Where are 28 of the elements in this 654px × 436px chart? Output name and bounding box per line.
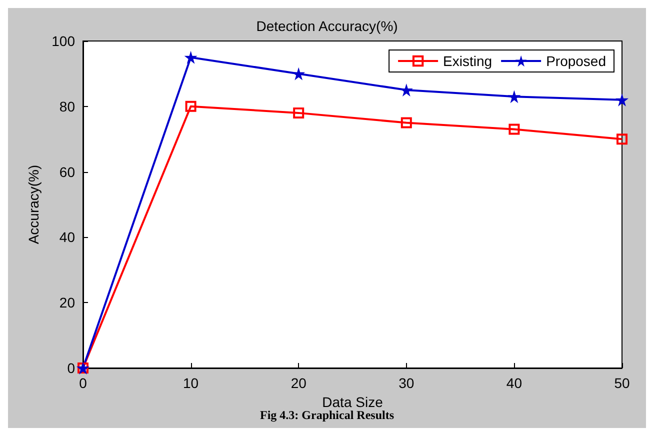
y-tick-label: 0 [67, 360, 76, 376]
point [400, 117, 412, 128]
x-tick-label: 0 [79, 375, 88, 391]
point [184, 50, 198, 64]
point [400, 84, 413, 97]
y-tick-label: 80 [59, 98, 76, 114]
x-tick-label: 40 [506, 375, 522, 391]
y-tick-label: 20 [59, 294, 76, 311]
legend-label: Existing [443, 53, 492, 69]
x-tick-label: 10 [183, 375, 199, 391]
y-tick-label: 40 [59, 229, 76, 246]
y-axis-title: Accuracy(%) [26, 164, 42, 244]
point [616, 134, 628, 145]
x-tick-label: 30 [398, 375, 414, 391]
point [508, 124, 520, 135]
chart-title: Detection Accuracy(%) [256, 18, 398, 34]
point [292, 67, 306, 80]
point [293, 107, 304, 118]
x-tick-label: 50 [614, 375, 630, 391]
point [185, 100, 196, 112]
caption: Fig 4.3: Graphical Results [260, 408, 394, 422]
point [616, 93, 628, 106]
x-axis-title: Data Size [322, 394, 384, 410]
y-tick-label: 60 [59, 164, 76, 180]
x-tick-label: 20 [290, 375, 307, 391]
legend-label: Proposed [546, 53, 606, 69]
y-tick-label: 100 [52, 33, 76, 49]
point [508, 90, 521, 104]
